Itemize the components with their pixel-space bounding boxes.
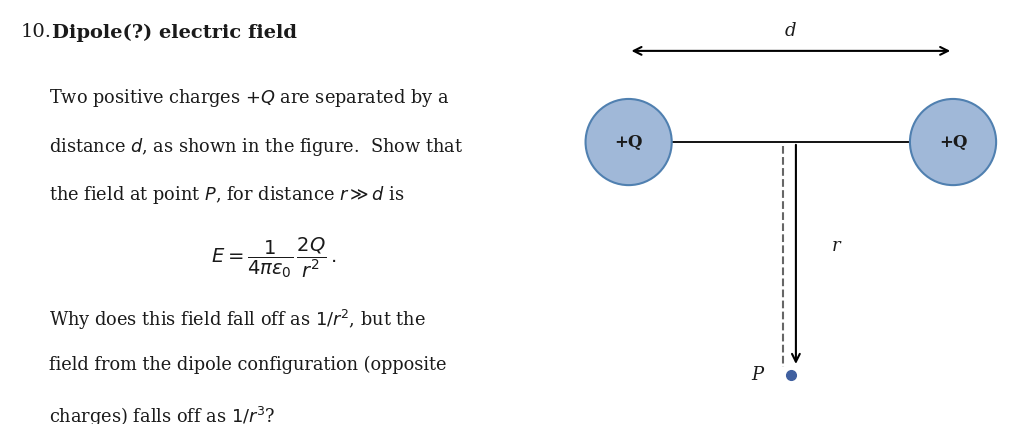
Text: d: d [785, 22, 797, 40]
Text: distance $d$, as shown in the figure.  Show that: distance $d$, as shown in the figure. Sh… [49, 136, 464, 158]
Text: 10.: 10. [20, 23, 52, 41]
Text: Why does this field fall off as $1/r^2$, but the: Why does this field fall off as $1/r^2$,… [49, 307, 426, 332]
Text: +Q: +Q [939, 134, 968, 151]
Text: the field at point $P$, for distance $r \gg d$ is: the field at point $P$, for distance $r … [49, 184, 406, 206]
Text: P: P [751, 366, 763, 384]
Text: charges) falls off as $1/r^3$?: charges) falls off as $1/r^3$? [49, 405, 275, 424]
Text: r: r [831, 237, 840, 255]
Ellipse shape [586, 99, 672, 185]
Text: Two positive charges $+Q$ are separated by a: Two positive charges $+Q$ are separated … [49, 87, 450, 109]
Text: field from the dipole configuration (opposite: field from the dipole configuration (opp… [49, 356, 446, 374]
Text: Dipole(?) electric field: Dipole(?) electric field [52, 23, 297, 42]
Ellipse shape [910, 99, 996, 185]
Text: $E = \dfrac{1}{4\pi\epsilon_0}\,\dfrac{2Q}{r^2}\,.$: $E = \dfrac{1}{4\pi\epsilon_0}\,\dfrac{2… [211, 235, 337, 280]
Text: +Q: +Q [614, 134, 643, 151]
